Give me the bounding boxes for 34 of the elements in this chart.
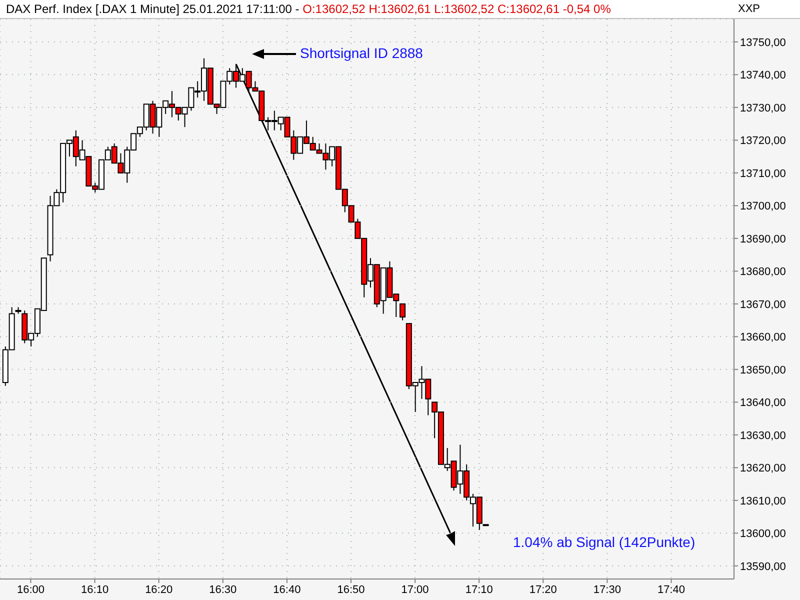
x-tick-label: 17:40 — [657, 584, 686, 596]
y-tick-label: 13590,00 — [740, 560, 786, 573]
chart-subtitle: O:13602,52 H:13602,61 L:13602,52 C:13602,61 -0,54 0% — [302, 2, 611, 16]
y-tick-label: 13690,00 — [740, 233, 786, 246]
y-tick-label: 13700,00 — [740, 200, 786, 213]
candlestick — [400, 303, 406, 321]
x-tick-label: 16:10 — [81, 584, 109, 596]
x-tick-label: 16:40 — [273, 584, 301, 596]
chart-title: DAX Perf. Index [.DAX 1 Minute] 25.01.2021 17:11:00 - — [6, 2, 300, 16]
x-tick-label: 16:20 — [145, 584, 173, 596]
x-tick-label: 16:50 — [337, 584, 365, 596]
y-tick-label: 13710,00 — [740, 168, 786, 180]
annotation: Shortsignal ID 2888 — [300, 45, 424, 61]
y-tick-label: 13740,00 — [740, 70, 786, 82]
x-tick-label: 16:00 — [16, 584, 45, 596]
y-tick-label: 13620,00 — [740, 462, 786, 475]
x-tick-label: 16:30 — [209, 584, 237, 596]
x-tick-label: 17:20 — [529, 584, 557, 596]
y-tick-label: 13640,00 — [740, 397, 786, 410]
x-tick-label: 17:00 — [401, 584, 429, 596]
y-tick-label: 13650,00 — [740, 364, 786, 376]
x-tick-label: 17:10 — [465, 584, 493, 596]
y-tick-label: 13750,00 — [740, 36, 786, 49]
y-tick-label: 13680,00 — [740, 266, 786, 278]
y-axis-title: XXP — [738, 2, 760, 17]
annotation: 1.04% ab Signal (142Punkte) — [513, 534, 696, 550]
y-tick-label: 13720,00 — [740, 135, 786, 148]
y-tick-label: 13600,00 — [740, 528, 786, 540]
y-tick-label: 13660,00 — [740, 332, 786, 344]
y-tick-label: 13730,00 — [740, 102, 786, 114]
y-tick-label: 13670,00 — [740, 298, 786, 311]
x-tick-label: 17:30 — [593, 584, 621, 596]
y-tick-label: 13610,00 — [740, 495, 786, 508]
y-tick-label: 13630,00 — [740, 430, 786, 442]
